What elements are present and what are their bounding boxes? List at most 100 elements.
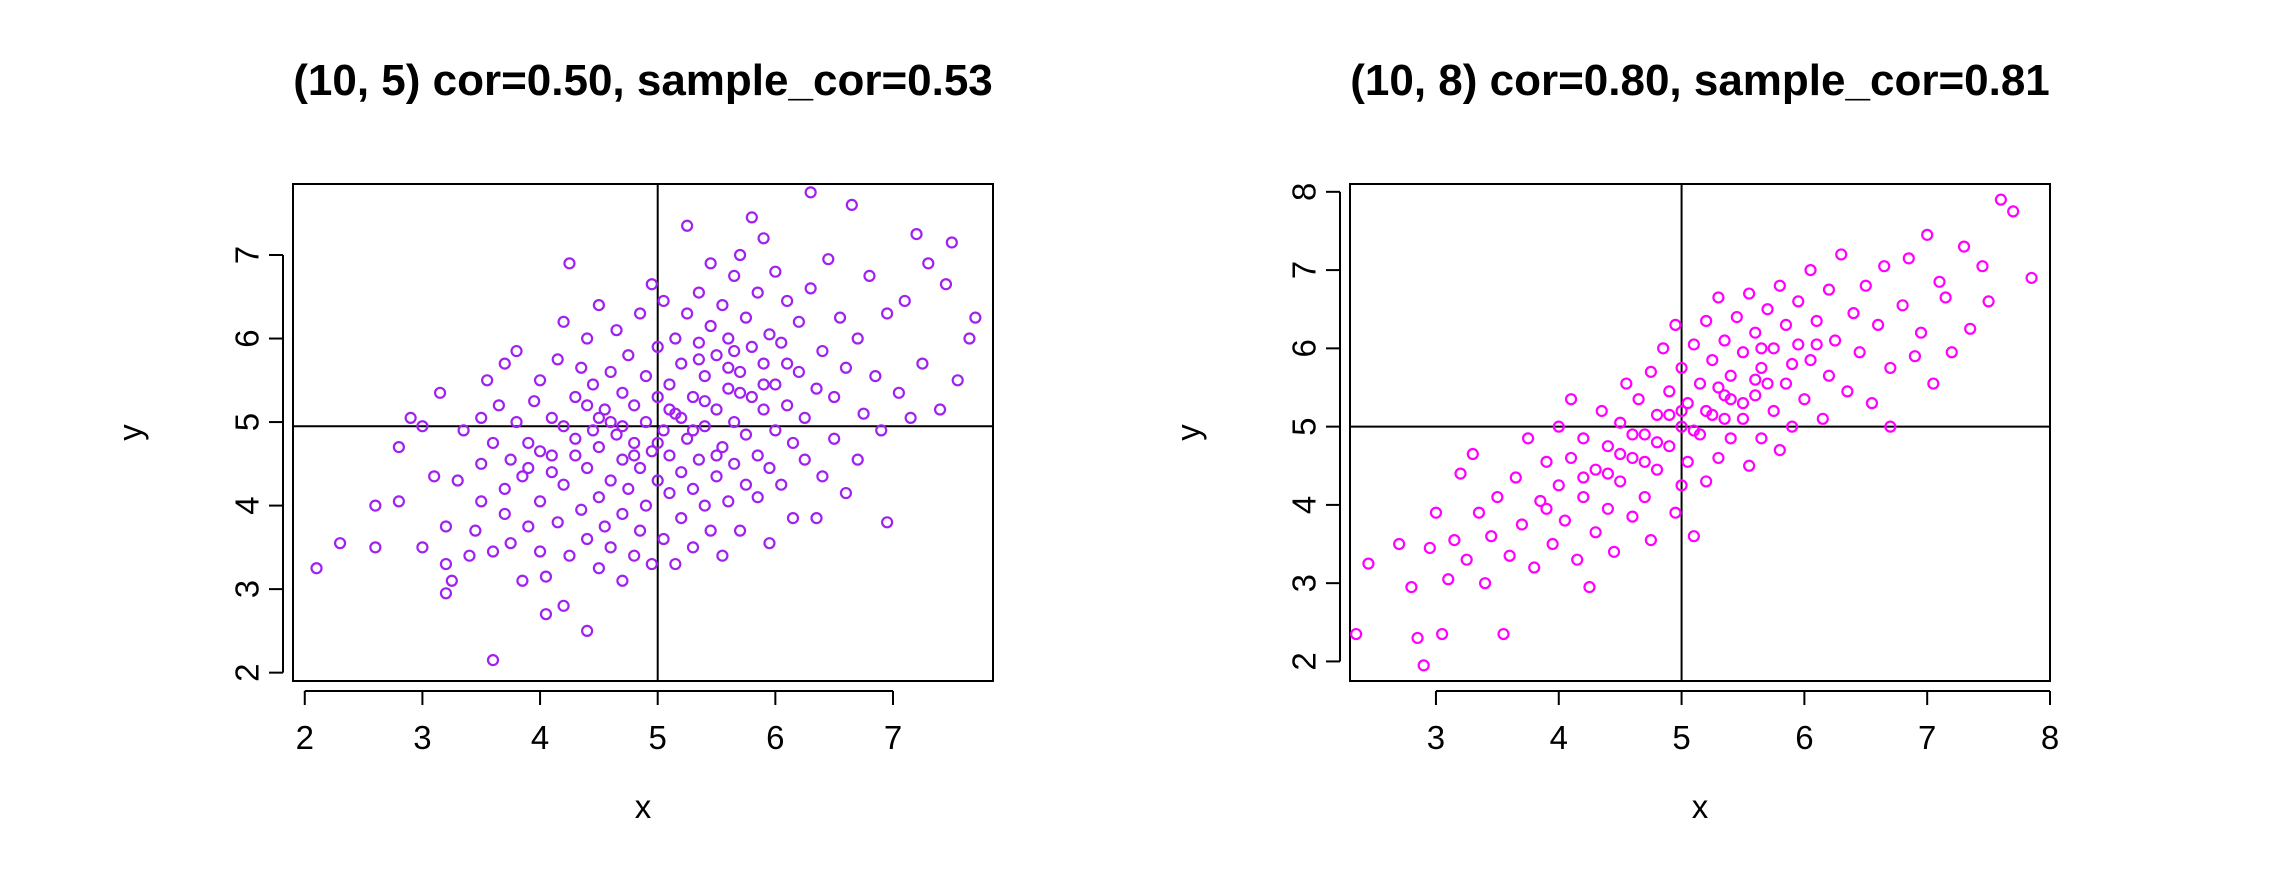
scatter-point: [786, 436, 800, 450]
scatter-point: [457, 424, 470, 437]
scatter-point: [704, 257, 717, 270]
scatter-point: [651, 340, 664, 353]
scatter-point: [492, 399, 505, 412]
scatter-point: [745, 390, 758, 404]
scatter-point: [798, 411, 811, 424]
scatter-point: [639, 370, 653, 383]
scatter-point: [1847, 307, 1860, 320]
scatter-point: [1994, 193, 2007, 206]
scatter-point: [1405, 580, 1418, 594]
scatter-point: [1712, 291, 1725, 304]
scatter-point: [592, 411, 605, 424]
scatter-point: [816, 344, 829, 358]
scatter-point: [1534, 494, 1547, 508]
scatter-point: [745, 211, 758, 224]
scatter-point: [1761, 303, 1774, 316]
y-tick-label: 6: [229, 329, 266, 347]
scatter-point: [1786, 420, 1799, 433]
scatter-point: [1964, 322, 1977, 335]
scatter-point: [1749, 389, 1762, 402]
scatter-point: [1878, 260, 1891, 273]
scatter-point: [910, 228, 923, 241]
scatter-point: [622, 482, 635, 495]
scatter-point: [1663, 440, 1676, 453]
x-tick-label: 6: [766, 719, 784, 756]
scatter-point: [504, 453, 517, 466]
scatter-point: [1755, 342, 1768, 355]
scatter-point: [1773, 444, 1786, 457]
scatter-point: [739, 478, 753, 491]
scatter-point: [628, 436, 641, 450]
scatter-point: [486, 436, 500, 450]
scatter-point: [569, 390, 582, 404]
scatter-point: [1810, 314, 1823, 328]
scatter-point: [557, 599, 570, 612]
scatter-point: [881, 516, 894, 529]
scatter-point: [681, 219, 694, 232]
y-axis-title: y: [112, 424, 149, 441]
scatter-point: [581, 624, 594, 637]
scatter-point: [645, 445, 658, 458]
scatter-point: [669, 332, 682, 345]
y-tick-label: 8: [1286, 183, 1323, 201]
scatter-point: [1687, 530, 1700, 543]
scatter-point: [1798, 393, 1811, 406]
y-tick-label: 6: [1286, 339, 1323, 357]
scatter-point: [1908, 350, 1922, 363]
scatter-point: [1706, 354, 1719, 367]
scatter-point: [1620, 377, 1633, 390]
scatter-point: [1792, 295, 1805, 308]
scatter-point: [439, 587, 453, 600]
scatter-point: [1663, 408, 1676, 421]
scatter-point: [769, 424, 782, 437]
scatter-point: [704, 524, 717, 537]
scatter-point: [533, 374, 547, 387]
scatter-point: [1675, 420, 1688, 433]
scatter-point: [1743, 287, 1756, 300]
scatter-point: [416, 541, 429, 554]
scatter-point: [1749, 373, 1762, 386]
y-tick-label: 2: [229, 663, 266, 681]
scatter-point: [551, 353, 564, 366]
x-axis-title: x: [635, 788, 652, 825]
scatter-point: [586, 424, 600, 437]
scatter-point: [851, 332, 864, 345]
scatter-point: [1521, 432, 1535, 445]
scatter-point: [604, 474, 617, 487]
scatter-point: [1638, 455, 1651, 468]
scatter-point: [1589, 463, 1602, 476]
scatter-point: [798, 453, 811, 466]
scatter-point: [604, 415, 617, 429]
scatter-point: [1601, 502, 1614, 515]
scatter-point: [1577, 471, 1590, 484]
scatter-point: [1657, 342, 1670, 355]
scatter-point: [1675, 361, 1688, 375]
scatter-point: [1982, 295, 1995, 308]
scatter-point: [481, 374, 494, 387]
scatter-point: [716, 441, 729, 454]
scatter-point: [569, 449, 582, 462]
scatter-point: [710, 449, 723, 462]
scatter-point: [1595, 404, 1608, 418]
scatter-point: [1687, 424, 1700, 437]
scatter-point: [1749, 326, 1762, 339]
scatter-point: [745, 340, 758, 353]
scatter-point: [616, 453, 629, 466]
scatter-point: [592, 491, 605, 504]
scatter-point: [1540, 502, 1553, 515]
scatter-points: [1350, 193, 2038, 672]
x-tick-label: 2: [296, 719, 314, 756]
scatter-point: [1736, 412, 1750, 425]
scatter-point: [963, 332, 976, 345]
scatter-point: [922, 257, 935, 270]
scatter-point: [739, 311, 753, 324]
scatter-point: [1614, 416, 1627, 429]
scatter-point: [1564, 451, 1578, 465]
scatter-point: [1914, 326, 1928, 339]
scatter-point: [722, 332, 735, 345]
scatter-point: [1810, 338, 1823, 351]
scatter-point: [1466, 447, 1479, 461]
scatter-point: [1921, 228, 1934, 241]
scatter-point: [616, 420, 629, 433]
scatter-point: [1429, 506, 1443, 519]
